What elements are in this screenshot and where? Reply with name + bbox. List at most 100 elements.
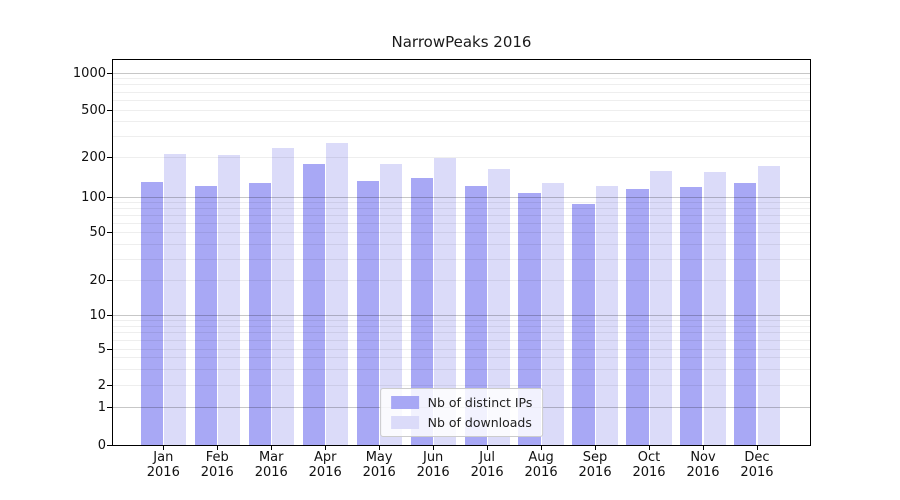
x-tick-month: Dec bbox=[744, 450, 770, 465]
gridline-minor bbox=[113, 280, 810, 281]
y-axis-tick bbox=[107, 280, 112, 281]
y-tick-label: 20 bbox=[89, 273, 106, 288]
gridline-minor bbox=[113, 78, 810, 80]
x-tick-month: Apr bbox=[313, 450, 337, 465]
bar-downloads bbox=[595, 185, 618, 445]
x-tick-year: 2016 bbox=[686, 465, 720, 480]
bar-distinct-ips bbox=[410, 177, 433, 445]
x-axis-tick bbox=[163, 446, 165, 450]
x-tick-year: 2016 bbox=[632, 465, 666, 480]
gridline-major bbox=[113, 196, 810, 198]
bar-distinct-ips bbox=[356, 180, 379, 445]
x-tick-year: 2016 bbox=[200, 465, 234, 480]
x-tick-label: Apr 2016 bbox=[297, 450, 353, 480]
gridline-minor bbox=[113, 368, 810, 370]
gridline-minor bbox=[113, 332, 810, 334]
x-tick-month: Aug bbox=[528, 450, 554, 465]
gridline-minor bbox=[113, 325, 810, 327]
bar-distinct-ips bbox=[194, 186, 217, 445]
gridline-minor bbox=[113, 109, 810, 111]
x-tick-year: 2016 bbox=[308, 465, 342, 480]
y-axis-tick bbox=[107, 109, 112, 111]
bar-downloads bbox=[649, 170, 672, 445]
x-tick-month: Jul bbox=[479, 450, 495, 465]
y-axis-tick bbox=[107, 196, 112, 198]
y-axis-tick bbox=[107, 232, 112, 233]
y-tick-label: 100 bbox=[81, 189, 106, 205]
bar-downloads bbox=[217, 155, 240, 445]
x-tick-month: Feb bbox=[205, 450, 229, 465]
y-tick-label: 0 bbox=[97, 437, 106, 453]
gridline-minor bbox=[113, 222, 810, 224]
bar-distinct-ips bbox=[572, 203, 595, 445]
plot-area: Nb of distinct IPs Nb of downloads bbox=[113, 60, 810, 445]
x-tick-label: Dec 2016 bbox=[729, 450, 785, 480]
x-tick-year: 2016 bbox=[254, 465, 288, 480]
x-tick-year: 2016 bbox=[578, 465, 612, 480]
gridline-minor bbox=[113, 258, 810, 260]
x-axis-tick bbox=[271, 446, 273, 450]
plot-frame bbox=[112, 59, 811, 446]
x-axis-tick bbox=[756, 446, 758, 450]
x-tick-month: May bbox=[365, 450, 393, 465]
x-tick-year: 2016 bbox=[416, 465, 450, 480]
x-axis-tick bbox=[379, 446, 381, 450]
x-tick-label: Jul 2016 bbox=[459, 450, 515, 480]
bar-distinct-ips bbox=[302, 163, 325, 445]
x-tick-label: Sep 2016 bbox=[567, 450, 623, 480]
bar-downloads bbox=[433, 157, 456, 445]
x-tick-year: 2016 bbox=[362, 465, 396, 480]
legend-entry-distinct-ips: Nb of distinct IPs bbox=[390, 395, 533, 410]
x-tick-label: May 2016 bbox=[351, 450, 407, 480]
y-axis-tick bbox=[107, 315, 112, 316]
bar-distinct-ips bbox=[140, 182, 163, 445]
legend: Nb of distinct IPs Nb of downloads bbox=[379, 388, 544, 437]
gridline-minor bbox=[113, 339, 810, 341]
legend-label: Nb of distinct IPs bbox=[427, 395, 533, 410]
bar-downloads bbox=[163, 154, 186, 445]
gridline-minor bbox=[113, 214, 810, 216]
gridline-major bbox=[113, 72, 810, 74]
gridline-minor bbox=[113, 135, 810, 137]
legend-entry-downloads: Nb of downloads bbox=[390, 415, 533, 430]
x-axis-tick bbox=[217, 446, 219, 450]
x-axis-tick bbox=[487, 446, 489, 450]
y-axis-tick bbox=[107, 348, 112, 350]
x-tick-year: 2016 bbox=[146, 465, 180, 480]
bar-distinct-ips bbox=[626, 188, 649, 445]
bar-downloads bbox=[379, 163, 402, 445]
gridline-minor bbox=[113, 121, 810, 123]
x-tick-label: Jan 2016 bbox=[135, 450, 191, 480]
y-axis-tick bbox=[107, 384, 112, 386]
x-tick-year: 2016 bbox=[740, 465, 774, 480]
x-tick-label: Nov 2016 bbox=[675, 450, 731, 480]
x-tick-year: 2016 bbox=[470, 465, 504, 480]
x-tick-month: Jan bbox=[153, 450, 174, 465]
x-tick-year: 2016 bbox=[524, 465, 558, 480]
x-tick-label: Mar 2016 bbox=[243, 450, 299, 480]
x-tick-month: Nov bbox=[690, 450, 716, 465]
x-axis-tick bbox=[703, 446, 704, 450]
x-axis-tick bbox=[649, 446, 651, 450]
x-tick-label: Jun 2016 bbox=[405, 450, 461, 480]
y-axis-tick bbox=[107, 444, 112, 446]
gridline-minor bbox=[113, 84, 810, 86]
bar-downloads bbox=[271, 147, 294, 445]
x-axis-tick bbox=[595, 446, 597, 450]
y-tick-label: 10 bbox=[89, 308, 106, 323]
gridline-minor bbox=[113, 99, 810, 101]
x-axis-tick bbox=[433, 446, 435, 450]
y-axis-tick bbox=[107, 157, 112, 158]
x-tick-month: Sep bbox=[582, 450, 608, 465]
gridline-minor bbox=[113, 243, 810, 245]
bar-distinct-ips bbox=[518, 192, 541, 445]
bar-downloads bbox=[325, 142, 348, 445]
gridline-minor bbox=[113, 91, 810, 93]
y-tick-label: 500 bbox=[81, 102, 106, 118]
x-axis-tick bbox=[325, 446, 327, 450]
bar-distinct-ips bbox=[734, 183, 757, 445]
bar-downloads bbox=[703, 172, 726, 445]
bar-downloads bbox=[541, 183, 564, 445]
gridline-minor bbox=[113, 320, 810, 322]
